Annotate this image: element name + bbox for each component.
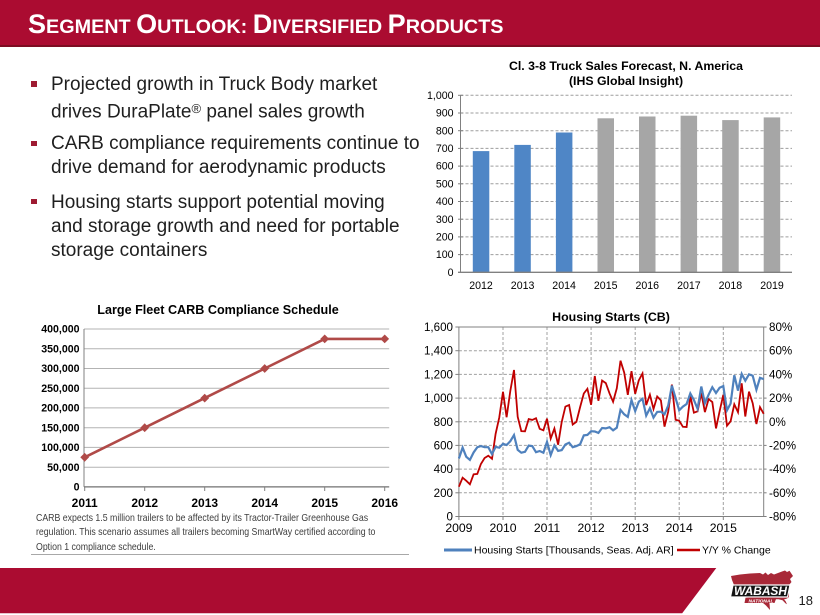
svg-text:400: 400 xyxy=(436,196,454,208)
svg-text:2010: 2010 xyxy=(489,521,516,535)
svg-text:800: 800 xyxy=(434,416,453,429)
svg-text:-20%: -20% xyxy=(769,439,796,452)
svg-text:0%: 0% xyxy=(769,416,786,429)
svg-text:2014: 2014 xyxy=(251,496,278,510)
svg-text:2012: 2012 xyxy=(578,521,605,535)
svg-text:0: 0 xyxy=(74,482,80,494)
svg-text:2013: 2013 xyxy=(511,280,535,292)
svg-text:2015: 2015 xyxy=(311,496,338,510)
svg-text:1,400: 1,400 xyxy=(424,345,453,358)
svg-text:900: 900 xyxy=(436,108,454,120)
svg-text:-60%: -60% xyxy=(769,487,796,500)
svg-text:600: 600 xyxy=(436,161,454,173)
svg-text:2017: 2017 xyxy=(677,280,701,292)
svg-text:0: 0 xyxy=(447,511,453,524)
svg-text:2009: 2009 xyxy=(445,521,472,535)
svg-text:2015: 2015 xyxy=(710,521,737,535)
svg-text:2012: 2012 xyxy=(131,496,158,510)
svg-text:200: 200 xyxy=(436,232,454,244)
svg-text:0: 0 xyxy=(448,267,454,279)
svg-text:Y/Y % Change: Y/Y % Change xyxy=(702,544,771,556)
svg-text:400,000: 400,000 xyxy=(41,324,79,336)
svg-text:2014: 2014 xyxy=(666,521,693,535)
svg-text:500: 500 xyxy=(436,178,454,190)
svg-text:1,600: 1,600 xyxy=(424,321,453,334)
svg-text:1,000: 1,000 xyxy=(427,90,454,102)
svg-text:WABASH: WABASH xyxy=(734,586,788,598)
svg-text:200,000: 200,000 xyxy=(41,403,79,415)
svg-text:-40%: -40% xyxy=(769,463,796,476)
svg-text:80%: 80% xyxy=(769,321,792,334)
svg-text:60%: 60% xyxy=(769,345,792,358)
svg-text:Large Fleet CARB Compliance Sc: Large Fleet CARB Compliance Schedule xyxy=(97,303,338,317)
svg-text:2013: 2013 xyxy=(622,521,649,535)
svg-text:40%: 40% xyxy=(769,368,792,381)
svg-text:2016: 2016 xyxy=(371,496,398,510)
svg-text:300,000: 300,000 xyxy=(41,363,79,375)
svg-text:2019: 2019 xyxy=(760,280,784,292)
svg-text:-80%: -80% xyxy=(769,511,796,524)
svg-text:800: 800 xyxy=(436,125,454,137)
svg-text:Housing Starts [Thousands, Sea: Housing Starts [Thousands, Seas. Adj. AR… xyxy=(474,544,674,556)
svg-text:Cl. 3-8 Truck Sales Forecast,: Cl. 3-8 Truck Sales Forecast, N. America xyxy=(509,59,743,73)
svg-text:1,000: 1,000 xyxy=(424,392,453,405)
svg-text:1,200: 1,200 xyxy=(424,368,453,381)
svg-text:50,000: 50,000 xyxy=(47,462,80,474)
svg-text:(IHS Global Insight): (IHS Global Insight) xyxy=(569,74,683,88)
svg-text:350,000: 350,000 xyxy=(41,343,79,355)
svg-text:200: 200 xyxy=(434,487,453,500)
svg-text:600: 600 xyxy=(434,439,453,452)
svg-text:2012: 2012 xyxy=(469,280,493,292)
svg-text:2014: 2014 xyxy=(552,280,576,292)
svg-text:700: 700 xyxy=(436,143,454,155)
svg-text:Housing Starts (CB): Housing Starts (CB) xyxy=(552,310,670,324)
svg-text:2011: 2011 xyxy=(72,496,98,510)
svg-text:100: 100 xyxy=(436,249,454,261)
svg-text:NATIONAL: NATIONAL xyxy=(749,598,774,603)
svg-text:300: 300 xyxy=(436,214,454,226)
svg-text:400: 400 xyxy=(434,463,453,476)
svg-text:150,000: 150,000 xyxy=(41,422,79,434)
svg-text:2018: 2018 xyxy=(719,280,743,292)
svg-text:2015: 2015 xyxy=(594,280,618,292)
svg-text:20%: 20% xyxy=(769,392,792,405)
svg-text:250,000: 250,000 xyxy=(41,383,79,395)
svg-text:2011: 2011 xyxy=(534,521,560,535)
svg-text:100,000: 100,000 xyxy=(41,442,79,454)
svg-text:2016: 2016 xyxy=(636,280,660,292)
svg-text:2013: 2013 xyxy=(191,496,218,510)
